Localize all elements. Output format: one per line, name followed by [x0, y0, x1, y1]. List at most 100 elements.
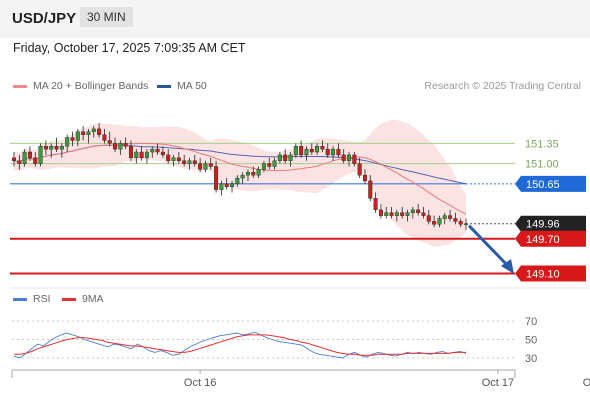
rsi-line [13, 331, 467, 359]
candle-body [277, 154, 282, 161]
timeframe-badge[interactable]: 30 MIN [80, 7, 133, 27]
candle-body [208, 163, 213, 167]
candle-body [421, 212, 426, 216]
candle-body [70, 137, 75, 141]
candle-body [389, 212, 394, 216]
candle-body [198, 163, 203, 170]
candle-body [448, 215, 453, 219]
price-label: 151.35 [525, 138, 559, 150]
rsi-label: RSI [33, 293, 51, 305]
ma9-label: 9MA [82, 293, 104, 305]
candle-body [320, 146, 325, 150]
candle-body [54, 146, 59, 150]
candle-body [166, 154, 171, 161]
x-tick-label: Oct 16 [184, 377, 216, 389]
candle-body [315, 146, 320, 153]
header-bar: USD/JPY 30 MIN [0, 0, 590, 38]
candle-body [113, 143, 118, 150]
candle-body [442, 215, 447, 219]
ma9-line [14, 334, 466, 356]
candle-body [33, 157, 38, 164]
candle-body [214, 166, 219, 190]
projection-arrow [467, 224, 512, 270]
candle-body [22, 151, 27, 164]
projection-arrowhead [501, 259, 514, 274]
candle-body [97, 128, 102, 135]
candle-body [331, 148, 336, 156]
price-tag-149.70 [515, 230, 586, 247]
candle-body [219, 183, 224, 190]
candle-body [357, 163, 362, 176]
price-tag-label: 150.65 [526, 179, 560, 191]
candle-body [240, 174, 245, 179]
research-credit: Research © 2025 Trading Central [424, 80, 581, 92]
candle-body [27, 151, 32, 159]
candle-body [230, 183, 235, 187]
candle-body [464, 223, 469, 225]
price-tag-label: 149.96 [526, 219, 560, 231]
rsi-tick-label: 50 [525, 335, 537, 347]
candle-body [325, 148, 330, 156]
legend-ma20: MA 20 + Bollinger Bands [13, 80, 148, 92]
candle-body [267, 163, 272, 167]
candle-body [378, 209, 383, 216]
candle-body [17, 160, 22, 164]
x-tick-label: Oct 17 [482, 377, 514, 389]
candle-body [347, 154, 352, 161]
candle-body [75, 131, 80, 141]
candle-body [139, 151, 144, 159]
ma50-label: MA 50 [177, 80, 207, 92]
legend-rsi: RSI [13, 293, 51, 305]
candle-body [38, 146, 43, 164]
candle-body [362, 174, 367, 182]
candle-body [288, 154, 293, 161]
candle-body [272, 160, 277, 167]
candle-body [336, 148, 341, 156]
candle-body [368, 180, 373, 199]
candle-body [405, 212, 410, 216]
candle-body [426, 215, 431, 222]
candle-body [261, 163, 266, 170]
candle-body [81, 131, 86, 135]
candle-body [410, 209, 415, 213]
price-tag-label: 149.70 [526, 234, 560, 246]
candle-body [203, 163, 208, 170]
candle-body [373, 198, 378, 211]
candle-body [437, 218, 442, 225]
ma20-swatch [13, 84, 27, 88]
candle-body [49, 146, 54, 150]
candle-body [400, 212, 405, 216]
candle-body [128, 146, 133, 159]
candle-body [155, 148, 160, 153]
ma20-line [13, 142, 467, 215]
candle-body [251, 172, 256, 176]
price-tag-149.10 [515, 265, 586, 282]
candle-body [299, 146, 304, 156]
candle-body [293, 146, 298, 156]
currency-pair-title: USD/JPY [12, 10, 77, 27]
price-tag-label: 149.10 [526, 268, 560, 280]
candle-body [59, 146, 64, 150]
price-tag-150.65 [515, 175, 586, 192]
candle-body [65, 137, 70, 147]
rsi-tick-label: 70 [525, 316, 537, 328]
candle-body [182, 160, 187, 164]
candle-body [171, 157, 176, 161]
candle-body [432, 221, 437, 225]
candle-body [458, 221, 463, 225]
candle-body [309, 148, 314, 153]
candle-body [150, 148, 155, 153]
price-label: 151.00 [525, 159, 559, 171]
candle-body [91, 128, 96, 132]
candle-body [123, 143, 128, 147]
price-tag-149.96 [515, 215, 586, 232]
ma9-swatch [62, 297, 76, 301]
x-tick-label: Oct 18 [583, 377, 590, 389]
candle-body [256, 169, 261, 176]
rsi-swatch [13, 297, 27, 301]
candle-body [384, 212, 389, 216]
candle-body [352, 154, 357, 164]
candle-body [304, 148, 309, 156]
candle-body [245, 172, 250, 176]
